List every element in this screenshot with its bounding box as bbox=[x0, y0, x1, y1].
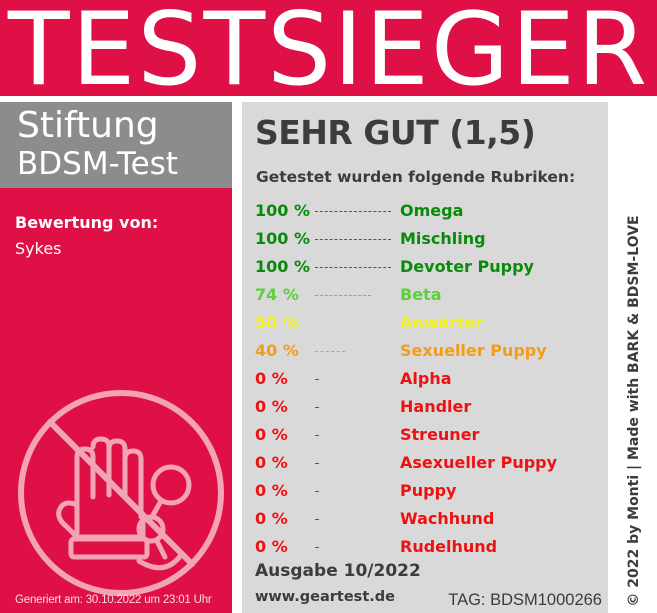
result-percent: 0 % bbox=[255, 481, 288, 500]
result-leader-line bbox=[315, 239, 391, 240]
result-row: 100 % Mischling bbox=[255, 227, 605, 251]
result-category: Sexueller Puppy bbox=[400, 341, 547, 360]
result-leader-line bbox=[315, 295, 372, 296]
categories-heading: Getestet wurden folgende Rubriken: bbox=[256, 168, 576, 186]
rater-name: Sykes bbox=[15, 239, 62, 258]
result-category: Mischling bbox=[400, 229, 486, 248]
result-leader-line bbox=[315, 351, 346, 352]
overall-grade: SEHR GUT (1,5) bbox=[255, 113, 536, 152]
result-category: Omega bbox=[400, 201, 464, 220]
result-percent: 100 % bbox=[255, 201, 310, 220]
result-row: 74 % Beta bbox=[255, 283, 605, 307]
result-leader-line bbox=[315, 435, 319, 436]
result-row: 0 % Streuner bbox=[255, 423, 605, 447]
result-leader-line bbox=[315, 491, 319, 492]
result-row: 0 % Asexueller Puppy bbox=[255, 451, 605, 475]
website-text: www.geartest.de bbox=[255, 589, 395, 605]
result-leader-line bbox=[315, 547, 319, 548]
organization-box: Stiftung BDSM-Test bbox=[0, 102, 232, 188]
result-category: Puppy bbox=[400, 481, 457, 500]
left-panel: Stiftung BDSM-Test Bewertung von: Sykes … bbox=[0, 102, 232, 613]
result-percent: 100 % bbox=[255, 257, 310, 276]
result-percent: 50 % bbox=[255, 313, 299, 332]
result-row: 50 % Anwärter bbox=[255, 311, 605, 335]
result-leader-line bbox=[315, 379, 319, 380]
result-row: 0 % Puppy bbox=[255, 479, 605, 503]
generated-timestamp: Generiert am: 30.10.2022 um 23:01 Uhr bbox=[15, 594, 212, 606]
result-row: 40 % Sexueller Puppy bbox=[255, 339, 605, 363]
result-category: Wachhund bbox=[400, 509, 495, 528]
result-percent: 0 % bbox=[255, 369, 288, 388]
result-leader-line bbox=[315, 211, 391, 212]
result-leader-line bbox=[315, 323, 353, 324]
result-percent: 100 % bbox=[255, 229, 310, 248]
rating-label: Bewertung von: bbox=[15, 213, 159, 232]
test-tag: TAG: BDSM1000266 bbox=[448, 591, 602, 609]
result-leader-line bbox=[315, 519, 319, 520]
credit-text: © 2022 by Monti | Made with BARK & BDSM-… bbox=[626, 215, 642, 607]
result-category: Alpha bbox=[400, 369, 452, 388]
result-category: Rudelhund bbox=[400, 537, 498, 556]
testsieger-banner: TESTSIEGER bbox=[0, 0, 657, 104]
banner-title: TESTSIEGER bbox=[7, 0, 650, 108]
results-panel: SEHR GUT (1,5) Getestet wurden folgende … bbox=[242, 102, 608, 613]
result-percent: 0 % bbox=[255, 537, 288, 556]
edition: Ausgabe 10/2022 bbox=[255, 561, 421, 581]
result-percent: 40 % bbox=[255, 341, 299, 360]
result-row: 0 % Alpha bbox=[255, 367, 605, 391]
organization-name-line2: BDSM-Test bbox=[17, 146, 178, 182]
result-category: Streuner bbox=[400, 425, 480, 444]
result-percent: 74 % bbox=[255, 285, 299, 304]
result-category: Handler bbox=[400, 397, 472, 416]
result-leader-line bbox=[315, 407, 319, 408]
result-row: 100 % Devoter Puppy bbox=[255, 255, 605, 279]
result-category: Beta bbox=[400, 285, 442, 304]
hand-and-handcuffs-icon bbox=[18, 390, 224, 596]
result-percent: 0 % bbox=[255, 397, 288, 416]
result-category: Anwärter bbox=[400, 313, 484, 332]
result-leader-line bbox=[315, 463, 319, 464]
result-percent: 0 % bbox=[255, 453, 288, 472]
result-row: 0 % Handler bbox=[255, 395, 605, 419]
result-percent: 0 % bbox=[255, 509, 288, 528]
result-row: 0 % Rudelhund bbox=[255, 535, 605, 559]
organization-name-line1: Stiftung bbox=[17, 105, 159, 146]
result-percent: 0 % bbox=[255, 425, 288, 444]
result-leader-line bbox=[315, 267, 391, 268]
result-row: 0 % Wachhund bbox=[255, 507, 605, 531]
result-category: Devoter Puppy bbox=[400, 257, 534, 276]
result-category: Asexueller Puppy bbox=[400, 453, 558, 472]
result-row: 100 % Omega bbox=[255, 199, 605, 223]
